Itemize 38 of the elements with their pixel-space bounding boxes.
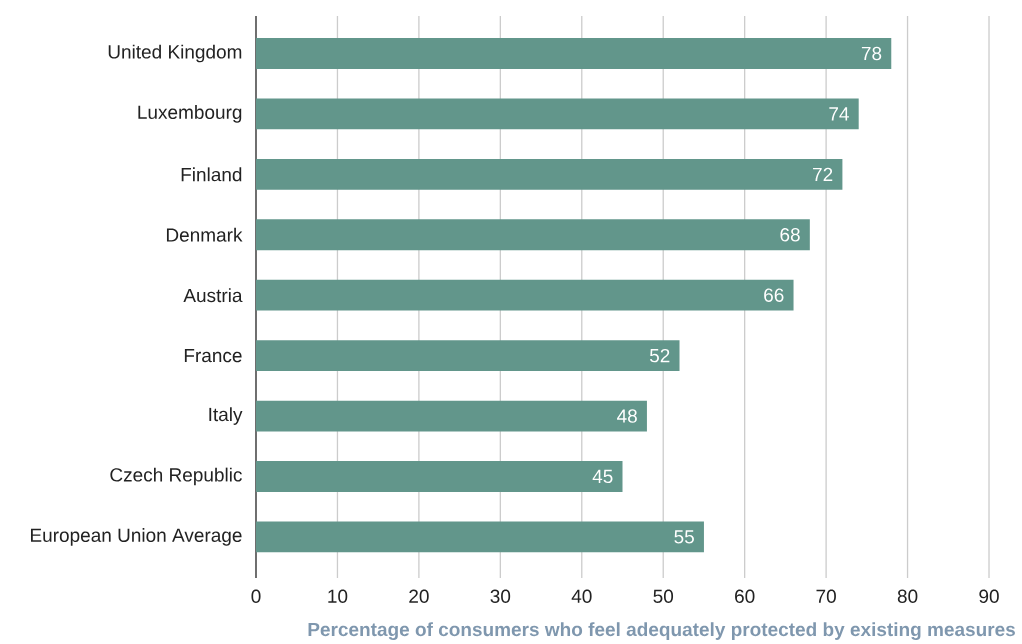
data-label: 72 xyxy=(813,167,833,181)
bar xyxy=(256,158,843,190)
y-tick-label: Finland xyxy=(181,167,242,182)
data-label: 66 xyxy=(764,288,784,302)
data-label: 78 xyxy=(861,46,882,61)
x-tick-label: 20 xyxy=(409,589,429,603)
data-label: 52 xyxy=(649,348,670,363)
x-tick-label: 70 xyxy=(816,589,836,603)
data-label: 74 xyxy=(829,107,849,121)
bar xyxy=(256,521,704,553)
x-tick-label: 90 xyxy=(979,589,999,603)
y-tick-label: Luxembourg xyxy=(138,105,242,123)
y-tick-label: United Kingdom xyxy=(108,44,242,63)
y-tick-label: Austria xyxy=(183,288,243,303)
x-tick-label: 80 xyxy=(897,589,918,603)
data-label: 48 xyxy=(617,409,637,423)
x-tick-label: 10 xyxy=(328,589,348,603)
bar xyxy=(256,38,892,69)
y-tick-label: France xyxy=(184,348,242,363)
data-label: 55 xyxy=(674,530,694,544)
x-axis-title: Percentage of consumers who feel adequately protected by existing measures xyxy=(308,622,1015,641)
y-tick-label: Italy xyxy=(209,407,243,425)
x-tick-label: 0 xyxy=(251,589,261,603)
bar xyxy=(256,98,859,130)
x-tick-label: 60 xyxy=(735,589,755,603)
bar xyxy=(256,461,623,492)
y-tick-label: European Union Average xyxy=(31,528,242,546)
data-label: 68 xyxy=(780,228,800,242)
x-tick-label: 50 xyxy=(653,589,674,603)
bar xyxy=(256,340,680,372)
bar xyxy=(256,219,810,251)
bar xyxy=(256,279,794,311)
x-tick-label: 30 xyxy=(490,589,511,603)
y-tick-label: Czech Republic xyxy=(110,467,242,486)
data-label: 45 xyxy=(592,469,613,484)
y-tick-label: Denmark xyxy=(166,227,243,242)
bar xyxy=(256,400,647,432)
x-tick-label: 40 xyxy=(571,589,592,603)
